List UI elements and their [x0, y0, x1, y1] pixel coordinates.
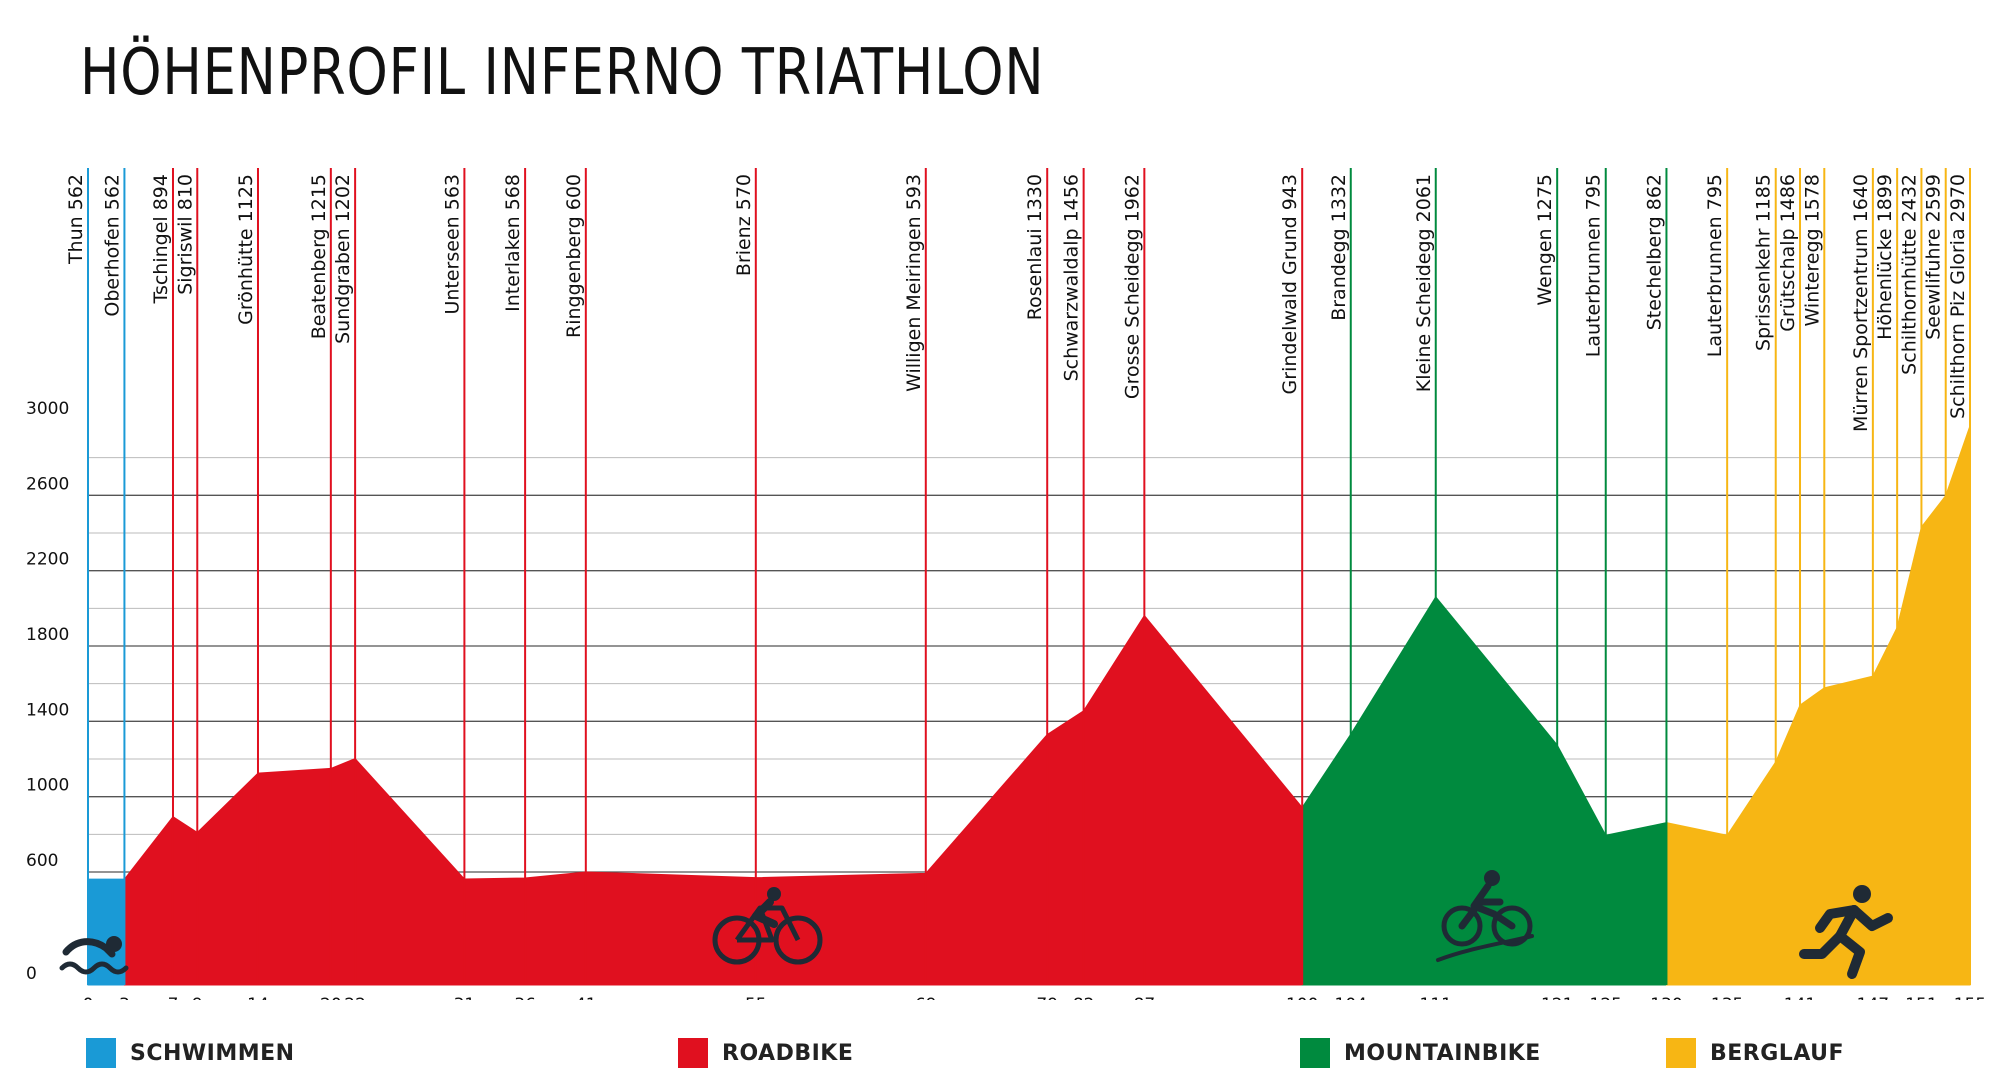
area-berglauf [1665, 425, 1971, 986]
legend-item-schwimmen: SCHWIMMEN [86, 1038, 295, 1068]
legend-label-roadbike: ROADBIKE [722, 1040, 854, 1066]
waypoint-label: Lauterbrunnen 795 [1704, 174, 1726, 357]
waypoint-guides [87, 168, 1971, 985]
waypoint-label: Ringgenberg 600 [563, 174, 585, 338]
x-tick-label: 87 [1134, 995, 1156, 1000]
runner-icon [1799, 885, 1893, 979]
x-tick-label: 130 [1650, 995, 1682, 1000]
waypoint-label: Kleine Scheidegg 2061 [1413, 174, 1435, 392]
mountainbike-icon [1436, 870, 1534, 962]
x-tick-label: 151 [1905, 995, 1937, 1000]
y-axis: 0 600 1000 1400 1800 2200 2600 3000 [26, 399, 69, 984]
waypoint-label: Schwarzwaldalp 1456 [1061, 174, 1083, 381]
waypoint-label: Schilthorn Piz Gloria 2970 [1947, 174, 1969, 419]
waypoint-label: Sundgraben 1202 [332, 174, 354, 344]
y-tick-label: 2600 [26, 474, 69, 494]
y-tick-label: 600 [26, 851, 58, 871]
y-tick-label: 0 [26, 964, 37, 984]
waypoint-label: Interlaken 568 [502, 174, 524, 312]
waypoint-label: Winteregg 1578 [1801, 174, 1823, 326]
x-tick-label: 147 [1857, 995, 1889, 1000]
waypoint-label: Oberhofen 562 [101, 174, 123, 317]
waypoint-label: Grütschalp 1486 [1777, 174, 1799, 332]
x-tick-label: 36 [514, 995, 536, 1000]
legend-item-roadbike: ROADBIKE [678, 1038, 853, 1068]
y-tick-label: 1800 [26, 625, 69, 645]
waypoint-label: Lauterbrunnen 795 [1583, 174, 1605, 357]
waypoint-label: Schilthornhütte 2432 [1898, 174, 1920, 375]
x-tick-label: 155 [1954, 995, 1986, 1000]
x-tick-label: 104 [1335, 995, 1367, 1000]
x-tick-label: 135 [1711, 995, 1743, 1000]
legend-item-berglauf: BERGLAUF [1666, 1038, 1844, 1068]
waypoint-label: Sprissenkehr 1185 [1753, 174, 1775, 351]
leg-icons [59, 870, 1893, 979]
elevation-profile-chart: Thun 562 Oberhofen 562 Tschingel 894 Sigris… [26, 168, 1987, 1000]
legend-swatch-roadbike [678, 1038, 708, 1068]
chart-areas [87, 425, 1971, 986]
x-tick-label: 31 [454, 995, 476, 1000]
x-tick-label: 3 [119, 995, 130, 1000]
waypoint-labels: Thun 562 Oberhofen 562 Tschingel 894 Sigris… [65, 174, 1969, 432]
legend-swatch-mountainbike [1300, 1038, 1330, 1068]
waypoint-label: Thun 562 [65, 174, 87, 265]
waypoint-label: Brandegg 1332 [1328, 174, 1350, 321]
x-tick-label: 82 [1073, 995, 1095, 1000]
x-tick-label: 55 [745, 995, 767, 1000]
waypoint-label: Sigriswil 810 [174, 174, 196, 295]
page-title: HÖHENPROFIL INFERNO TRIATHLON [80, 36, 1045, 110]
x-tick-label: 22 [344, 995, 366, 1000]
x-tick-label: 0 [83, 995, 94, 1000]
x-tick-label: 7 [168, 995, 179, 1000]
x-tick-label: 141 [1784, 995, 1816, 1000]
x-tick-label: 121 [1541, 995, 1573, 1000]
area-roadbike [123, 614, 1303, 986]
x-tick-label: 14 [247, 995, 269, 1000]
waypoint-label: Grosse Scheidegg 1962 [1121, 174, 1143, 399]
waypoint-label: Unterseen 563 [441, 174, 463, 315]
legend-swatch-schwimmen [86, 1038, 116, 1068]
x-tick-label: 9 [192, 995, 203, 1000]
swimmer-icon [59, 936, 129, 975]
x-tick-label: 41 [575, 995, 597, 1000]
legend-label-schwimmen: SCHWIMMEN [130, 1040, 295, 1066]
roadbike-icon [712, 887, 823, 965]
x-tick-label: 111 [1420, 995, 1452, 1000]
legend-swatch-berglauf [1666, 1038, 1696, 1068]
y-tick-label: 1400 [26, 700, 69, 720]
waypoint-label: Wengen 1275 [1534, 174, 1556, 306]
y-tick-label: 1000 [26, 776, 69, 796]
waypoint-label: Grindelwald Grund 943 [1279, 174, 1301, 394]
waypoint-label: Willigen Meiringen 593 [903, 174, 925, 392]
x-tick-label: 69 [915, 995, 937, 1000]
x-tick-label: 100 [1286, 995, 1318, 1000]
legend-label-mountainbike: MOUNTAINBIKE [1344, 1040, 1541, 1066]
legend-item-mountainbike: MOUNTAINBIKE [1300, 1038, 1541, 1068]
waypoint-label: Seewlifuhre 2599 [1923, 174, 1945, 340]
waypoint-label: Höhenlücke 1899 [1874, 174, 1896, 340]
waypoint-label: Tschingel 894 [150, 174, 172, 305]
y-tick-label: 3000 [26, 399, 69, 419]
waypoint-label: Rosenlaui 1330 [1024, 174, 1046, 320]
y-tick-label: 2200 [26, 550, 69, 570]
waypoint-label: Mürren Sportzentrum 1640 [1850, 174, 1872, 432]
area-mountainbike [1301, 595, 1667, 986]
waypoint-label: Grönhütte 1125 [235, 174, 257, 325]
waypoint-label: Beatenberg 1215 [308, 174, 330, 339]
x-axis: 0379142022313641556979828710010411112112… [83, 995, 1987, 1000]
x-tick-label: 79 [1036, 995, 1058, 1000]
legend-label-berglauf: BERGLAUF [1710, 1040, 1845, 1066]
waypoint-label: Brienz 570 [733, 174, 755, 276]
x-tick-label: 125 [1590, 995, 1622, 1000]
waypoint-label: Stechelberg 862 [1643, 174, 1665, 330]
x-tick-label: 20 [320, 995, 342, 1000]
